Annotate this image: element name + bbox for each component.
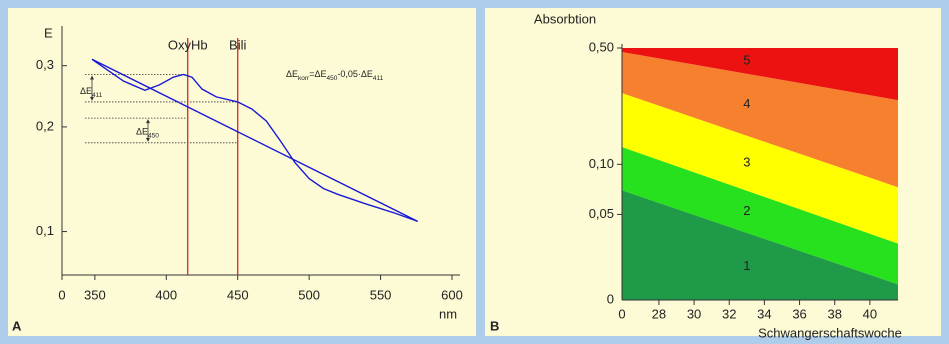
zone	[622, 190, 898, 300]
zone-label: 1	[743, 258, 750, 273]
delta-subscript: 411	[92, 92, 103, 99]
x-tick-label: 600	[441, 287, 463, 302]
y-axis-label: E	[44, 25, 53, 40]
y-axis-label: Absorbtion	[534, 11, 596, 26]
curve	[91, 58, 419, 222]
zone	[622, 48, 898, 101]
zone-label: 4	[743, 96, 750, 111]
x-tick-label: 350	[84, 287, 106, 302]
formula-part: 450	[327, 75, 338, 82]
x-tick-label: 38	[827, 306, 841, 321]
panel-label: A	[12, 318, 22, 333]
zone-label: 2	[743, 203, 750, 218]
delta-label: ΔE450	[136, 127, 159, 139]
x-tick-label: 550	[370, 287, 392, 302]
x-tick-label: 34	[757, 306, 771, 321]
y-tick-label: 0,05	[589, 206, 614, 221]
x-axis-label: Schwangerschaftswoche	[758, 325, 902, 340]
curve	[91, 58, 418, 223]
formula-part: -0,05·ΔE	[337, 69, 373, 79]
arrow-head	[90, 96, 94, 101]
formula-part: ΔE	[286, 69, 298, 79]
x-tick-label: 28	[652, 306, 666, 321]
x-origin-label: 0	[618, 306, 625, 321]
x-tick-label: 500	[298, 287, 320, 302]
x-axis-label: nm	[439, 306, 457, 321]
delta-text: ΔE	[80, 87, 92, 97]
x-tick-label: 30	[687, 306, 701, 321]
reference-label: Bili	[229, 37, 246, 52]
delta-label: ΔE411	[80, 87, 103, 99]
x-tick-label: 400	[155, 287, 177, 302]
x-origin-label: 0	[58, 287, 65, 302]
y-tick-label: 0,1	[36, 223, 54, 238]
x-tick-label: 40	[863, 306, 877, 321]
arrow-head	[146, 119, 150, 124]
zone	[622, 147, 898, 285]
zone-label: 5	[743, 52, 750, 67]
formula: ΔEkorr=ΔE450-0,05·ΔE411	[286, 69, 384, 81]
y-tick-label: 0,10	[589, 156, 614, 171]
y-tick-label: 0,3	[36, 57, 54, 72]
zone-label: 3	[743, 155, 750, 170]
delta-subscript: 450	[148, 132, 159, 139]
delta-text: ΔE	[136, 127, 148, 137]
formula-part: korr	[298, 75, 310, 82]
arrow-head	[90, 75, 94, 80]
panel-a-background	[8, 8, 476, 336]
reference-label: OxyHb	[168, 37, 208, 52]
zone	[622, 52, 898, 188]
zone	[622, 93, 898, 244]
panel-label: B	[490, 318, 499, 333]
x-tick-label: 32	[722, 306, 736, 321]
y-tick-label: 0,2	[36, 118, 54, 133]
y-tick-label: 0,50	[589, 39, 614, 54]
x-tick-label: 36	[792, 306, 806, 321]
arrow-head	[146, 137, 150, 142]
x-tick-label: 450	[227, 287, 249, 302]
formula-part: 411	[373, 75, 384, 82]
formula-part: =ΔE	[309, 69, 326, 79]
y-origin-label: 0	[607, 291, 614, 306]
